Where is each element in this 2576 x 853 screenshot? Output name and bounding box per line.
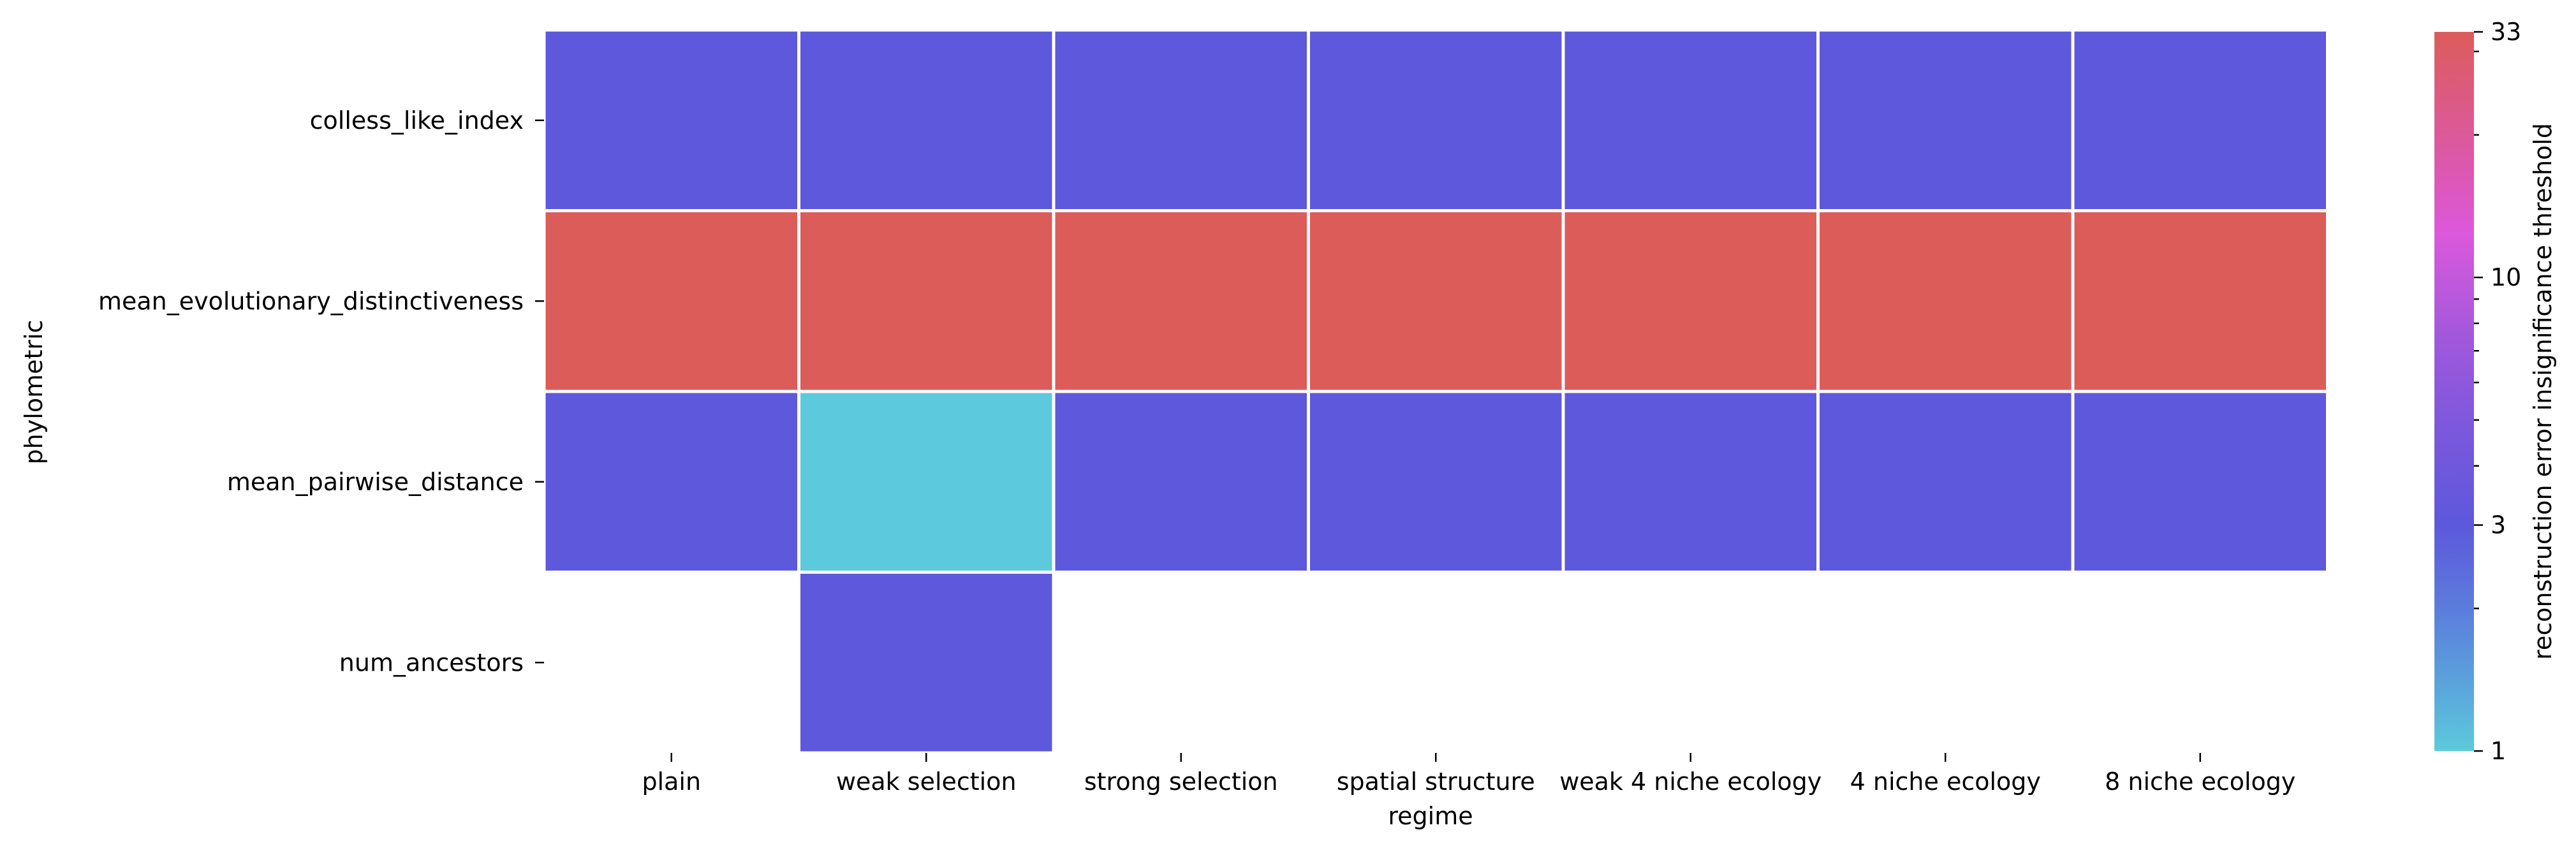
heatmap-cells: [545, 31, 2326, 752]
colorbar-ticks: 1 3 10 33: [2474, 18, 2521, 765]
heatmap-cell: [1564, 31, 1816, 209]
heatmap-cell: [545, 212, 797, 390]
heatmap-cell: [1310, 31, 1562, 209]
x-tick-label: strong selection: [1084, 768, 1278, 796]
heatmap-cell: [1820, 212, 2072, 390]
heatmap-cell: [2074, 31, 2326, 209]
heatmap-cell: [1055, 393, 1307, 571]
heatmap-cell: [800, 212, 1052, 390]
x-tick-label: 8 niche ecology: [2105, 768, 2295, 796]
y-axis-label: phylometric: [20, 320, 48, 465]
colorbar-tick-label: 1: [2491, 737, 2506, 765]
heatmap-cell: [1820, 31, 2072, 209]
heatmap-cell: [545, 31, 797, 209]
heatmap-cell: [1055, 212, 1307, 390]
heatmap-cell: [1820, 393, 2072, 571]
x-axis: plain weak selection strong selection spati…: [642, 753, 2295, 796]
heatmap-cell: [800, 31, 1052, 209]
y-tick-label: mean_pairwise_distance: [227, 468, 524, 496]
y-tick-label: num_ancestors: [339, 648, 524, 676]
colorbar-tick-label: 10: [2491, 263, 2521, 291]
x-tick-label: plain: [642, 768, 701, 796]
heatmap-cell: [545, 393, 797, 571]
heatmap-cell: [1564, 212, 1816, 390]
heatmap-cell: [2074, 393, 2326, 571]
x-tick-label: weak 4 niche ecology: [1559, 768, 1822, 796]
colorbar-gradient: [2434, 32, 2474, 751]
heatmap-cell: [2074, 212, 2326, 390]
heatmap-cell: [1055, 31, 1307, 209]
heatmap-cell: [800, 393, 1052, 571]
heatmap-cell: [800, 574, 1052, 752]
heatmap-cell: [1310, 393, 1562, 571]
x-axis-label: regime: [1388, 802, 1473, 830]
x-tick-label: weak selection: [836, 768, 1017, 796]
x-tick-label: spatial structure: [1337, 768, 1535, 796]
y-axis: colless_like_index mean_evolutionary_dist…: [98, 106, 544, 676]
y-tick-label: colless_like_index: [310, 106, 524, 135]
heatmap-cell: [1310, 212, 1562, 390]
colorbar-tick-label: 33: [2491, 18, 2521, 46]
x-tick-label: 4 niche ecology: [1850, 768, 2041, 796]
colorbar-label: reconstruction error insignificance thre…: [2529, 123, 2557, 660]
heatmap-cell: [1564, 393, 1816, 571]
colorbar: 1 3 10 33 reconstruction error insignifican…: [2434, 18, 2557, 765]
colorbar-tick-label: 3: [2491, 511, 2506, 539]
y-tick-label: mean_evolutionary_distinctiveness: [98, 287, 524, 315]
